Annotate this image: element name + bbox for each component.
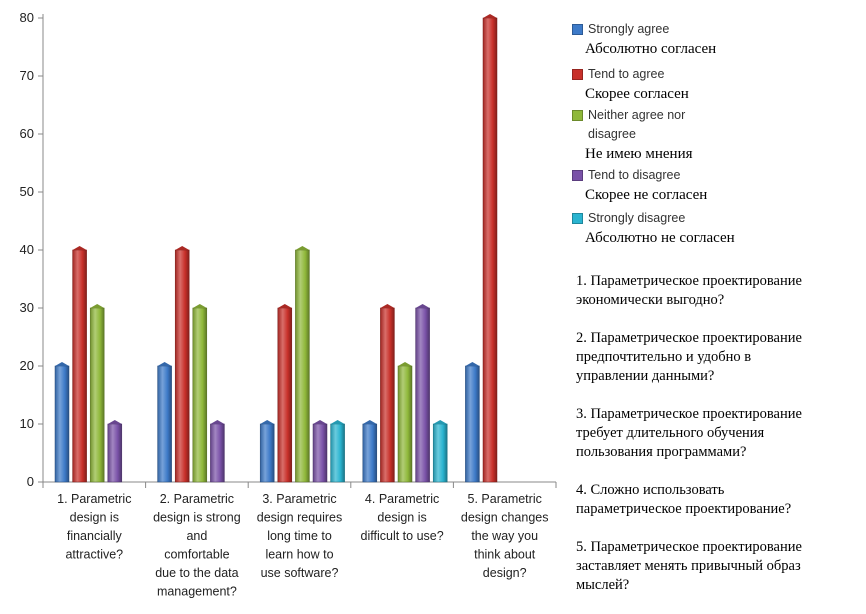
legend-label-russian: Скорее согласен (585, 86, 689, 102)
legend-label: Strongly disagree (588, 211, 686, 225)
bar-cap (465, 362, 480, 366)
bar-chart: 0 10 20 30 40 50 60 70 80 1. Parametric design is f… (20, 10, 557, 599)
legend-label-russian: Абсолютно не согласен (585, 230, 735, 246)
bar-2-1 (72, 249, 87, 483)
bar-1-2 (157, 365, 172, 483)
legend-label: Tend to agree (588, 67, 665, 81)
bar-cap (175, 246, 190, 250)
bar-cap (210, 420, 225, 424)
y-tick-label: 60 (20, 126, 34, 141)
bar-5-3 (330, 423, 345, 483)
bar-2-3 (277, 307, 293, 483)
x-category-label: 5. Parametric design changes the way you th… (461, 492, 549, 580)
bar-cap (330, 420, 345, 424)
y-tick-label: 10 (20, 416, 34, 431)
legend-swatch (572, 170, 583, 181)
y-tick-label: 0 (27, 474, 34, 489)
legend-label-russian: Скорее не согласен (585, 187, 708, 203)
bar-cap (260, 420, 275, 424)
legend-swatch (572, 24, 583, 35)
legend-label: Neither agree nor disagree (588, 108, 686, 141)
legend-label-russian: Не имею мнения (585, 146, 693, 162)
legend-swatch (572, 110, 583, 121)
bar-2-5 (482, 17, 498, 483)
bar-cap (72, 246, 87, 250)
chart-labels: 0 10 20 30 40 50 60 70 80 1. Parametric design is f… (20, 10, 549, 599)
bar-1-3 (259, 423, 275, 483)
bar-4-2 (210, 423, 225, 483)
question-item: 4. Сложно использовать параметрическое пр… (576, 482, 792, 517)
bar-4-4 (415, 307, 430, 483)
bar-cap (277, 304, 292, 308)
legend-swatch (572, 69, 583, 80)
y-tick-label: 20 (20, 358, 34, 373)
legend-label: Tend to disagree (588, 168, 681, 182)
y-tick-label: 80 (20, 10, 34, 25)
x-category-label: 2. Parametric design is strong and comforta… (153, 492, 241, 599)
question-item: 2. Параметрическое проектирование предпоч… (576, 330, 802, 384)
bar-1-4 (362, 423, 378, 483)
y-tick-label: 40 (20, 242, 34, 257)
legend-item: Tend to agree Скорее согласен (572, 65, 862, 104)
bar-cap (107, 420, 122, 424)
bar-3-4 (397, 365, 413, 483)
question-item: 1. Параметрическое проектирование экономи… (576, 273, 802, 308)
bar-cap (192, 304, 207, 308)
x-category-label: 3. Parametric design requires long time to… (257, 492, 342, 580)
bar-cap (398, 362, 412, 366)
bar-cap (90, 304, 105, 308)
x-category-label: 4. Parametric design is difficult to use? (361, 492, 444, 543)
bar-3-3 (295, 249, 310, 483)
bar-1-5 (465, 365, 480, 483)
legend-item: Neither agree nor disagree Не имею мнения (572, 106, 862, 164)
bar-cap (55, 362, 69, 366)
legend-label: Strongly agree (588, 22, 670, 36)
y-tick-label: 30 (20, 300, 34, 315)
legend-item: Strongly agree Абсолютно согласен (572, 20, 862, 59)
bar-3-2 (192, 307, 208, 483)
bar-cap (415, 304, 430, 308)
bar-4-1 (107, 423, 123, 483)
bar-5-4 (432, 423, 448, 483)
legend-item: Strongly disagree Абсолютно не согласен (572, 209, 862, 248)
y-tick-label: 50 (20, 184, 34, 199)
y-tick-label: 70 (20, 68, 34, 83)
bar-1-1 (54, 365, 70, 483)
chart-bars (54, 14, 498, 483)
legend-swatch (572, 213, 583, 224)
bar-4-3 (312, 423, 328, 483)
bar-cap (483, 14, 497, 18)
legend-item: Tend to disagree Скорее не согласен (572, 166, 862, 205)
bar-cap (295, 246, 310, 250)
bar-cap (313, 420, 327, 424)
legend-label-russian: Абсолютно согласен (585, 41, 717, 57)
bar-2-2 (174, 249, 190, 483)
question-item: 5. Параметрическое проектирование заставл… (576, 539, 802, 593)
bar-cap (157, 362, 172, 366)
question-item: 3. Параметрическое проектирование требует… (576, 406, 802, 460)
bar-cap (362, 420, 377, 424)
bar-cap (380, 304, 395, 308)
bar-3-1 (89, 307, 105, 483)
bar-2-4 (380, 307, 395, 483)
chart-legend: Strongly agree Абсолютно согласен Tend to … (572, 20, 862, 250)
question-list: 1. Параметрическое проектирование экономи… (576, 272, 862, 614)
x-category-label: 1. Parametric design is financially attract… (57, 492, 131, 562)
bar-cap (433, 420, 448, 424)
